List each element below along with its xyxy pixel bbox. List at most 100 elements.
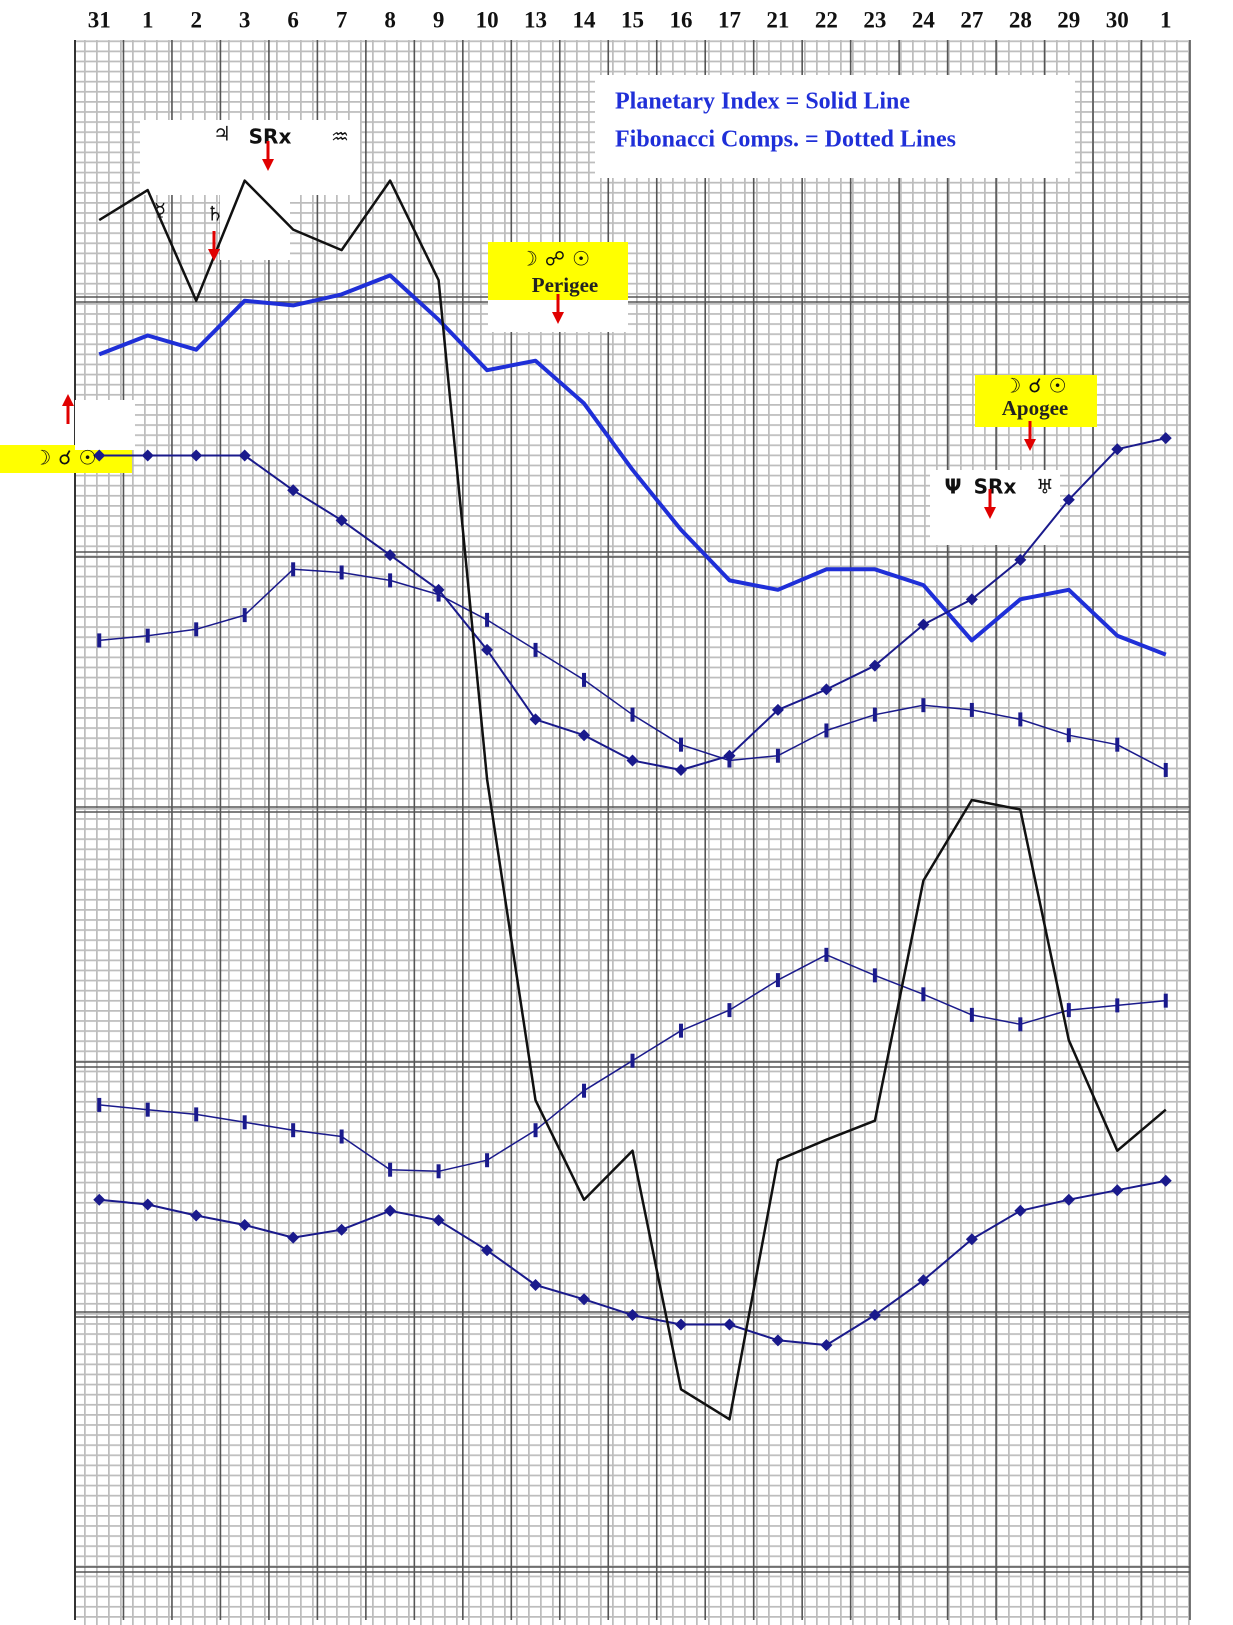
marker	[388, 1162, 393, 1177]
marker	[824, 947, 829, 962]
marker	[917, 1274, 930, 1287]
marker	[582, 672, 587, 687]
x-tick-label: 14	[573, 7, 597, 32]
marker	[1111, 1184, 1124, 1197]
marker	[97, 633, 102, 648]
x-tick-label: 15	[621, 7, 644, 32]
marker	[93, 1193, 106, 1206]
marker	[194, 1107, 199, 1122]
marker	[190, 449, 203, 462]
x-tick-label: 3	[239, 7, 251, 32]
x-tick-label: 1	[142, 7, 154, 32]
marker	[1115, 737, 1120, 752]
marker	[1159, 432, 1172, 445]
arrow-head	[262, 159, 274, 171]
annotation-box	[75, 400, 135, 450]
x-tick-label: 8	[384, 7, 396, 32]
marker	[969, 702, 974, 717]
marker	[388, 573, 393, 588]
x-tick-label: 1	[1160, 7, 1172, 32]
x-tick-label: 9	[433, 7, 445, 32]
marker	[1062, 1193, 1075, 1206]
marker	[723, 1318, 736, 1331]
marker	[630, 707, 635, 722]
marker	[1163, 993, 1168, 1008]
marker	[771, 1334, 784, 1347]
series-line	[98, 179, 1167, 1421]
marker	[1163, 762, 1168, 777]
x-tick-label: 29	[1057, 7, 1080, 32]
x-tick-label: 28	[1009, 7, 1032, 32]
marker	[533, 642, 538, 657]
marker	[965, 1233, 978, 1246]
marker	[291, 562, 296, 577]
x-tick-label: 6	[287, 7, 299, 32]
annotation: Perigee	[532, 273, 598, 297]
marker	[481, 643, 494, 656]
marker	[141, 449, 154, 462]
marker	[582, 1083, 587, 1098]
marker	[1066, 728, 1071, 743]
marker	[93, 449, 106, 462]
annotation: Planetary Index = Solid Line	[615, 89, 910, 115]
marker	[820, 683, 833, 696]
marker	[141, 1198, 154, 1211]
annotation: ☽ ☍ ☉	[520, 247, 590, 271]
marker	[626, 754, 639, 767]
annotation-box	[975, 375, 1097, 427]
x-tick-label: 30	[1106, 7, 1129, 32]
x-tick-label: 31	[88, 7, 111, 32]
marker	[1111, 443, 1124, 456]
marker	[1018, 712, 1023, 727]
x-tick-label: 7	[336, 7, 348, 32]
marker	[921, 987, 926, 1002]
annotation: Ψ	[945, 475, 962, 499]
marker	[287, 484, 300, 497]
x-tick-label: 17	[718, 7, 741, 32]
annotation: ☽ ☌ ☉	[33, 446, 96, 470]
x-tick-label: 13	[524, 7, 547, 32]
marker	[921, 698, 926, 713]
annotation-box	[488, 242, 628, 300]
arrow-head	[1024, 439, 1036, 451]
marker	[969, 1007, 974, 1022]
marker	[1018, 1017, 1023, 1032]
marker	[384, 1204, 397, 1217]
marker	[291, 1123, 296, 1138]
marker	[868, 659, 881, 672]
annotation-box	[140, 120, 360, 195]
marker	[868, 1309, 881, 1322]
arrow-head	[552, 312, 564, 324]
marker	[194, 622, 199, 637]
x-tick-label: 2	[190, 7, 202, 32]
marker	[485, 1153, 490, 1168]
marker	[630, 1053, 635, 1068]
annotation: ♄	[206, 202, 224, 226]
annotation: ☿	[154, 199, 166, 223]
x-tick-label: 27	[960, 7, 983, 32]
arrow-head	[984, 507, 996, 519]
marker	[674, 763, 687, 776]
marker	[1014, 553, 1027, 566]
marker	[335, 514, 348, 527]
marker	[727, 753, 732, 768]
marker	[238, 449, 251, 462]
marker	[578, 729, 591, 742]
arrow-head	[208, 249, 220, 261]
x-tick-label: 10	[476, 7, 499, 32]
marker	[775, 973, 780, 988]
x-tick-label: 24	[912, 7, 936, 32]
grid	[75, 40, 1190, 1625]
marker	[674, 1318, 687, 1331]
marker	[1014, 1204, 1027, 1217]
annotation: ♅	[1036, 475, 1054, 499]
marker	[771, 703, 784, 716]
annotation: SRx	[974, 475, 1017, 499]
marker	[97, 1097, 102, 1112]
marker	[820, 1339, 833, 1352]
x-tick-label: 22	[815, 7, 838, 32]
annotation: Fibonacci Comps. = Dotted Lines	[615, 127, 956, 153]
marker	[1066, 1003, 1071, 1018]
